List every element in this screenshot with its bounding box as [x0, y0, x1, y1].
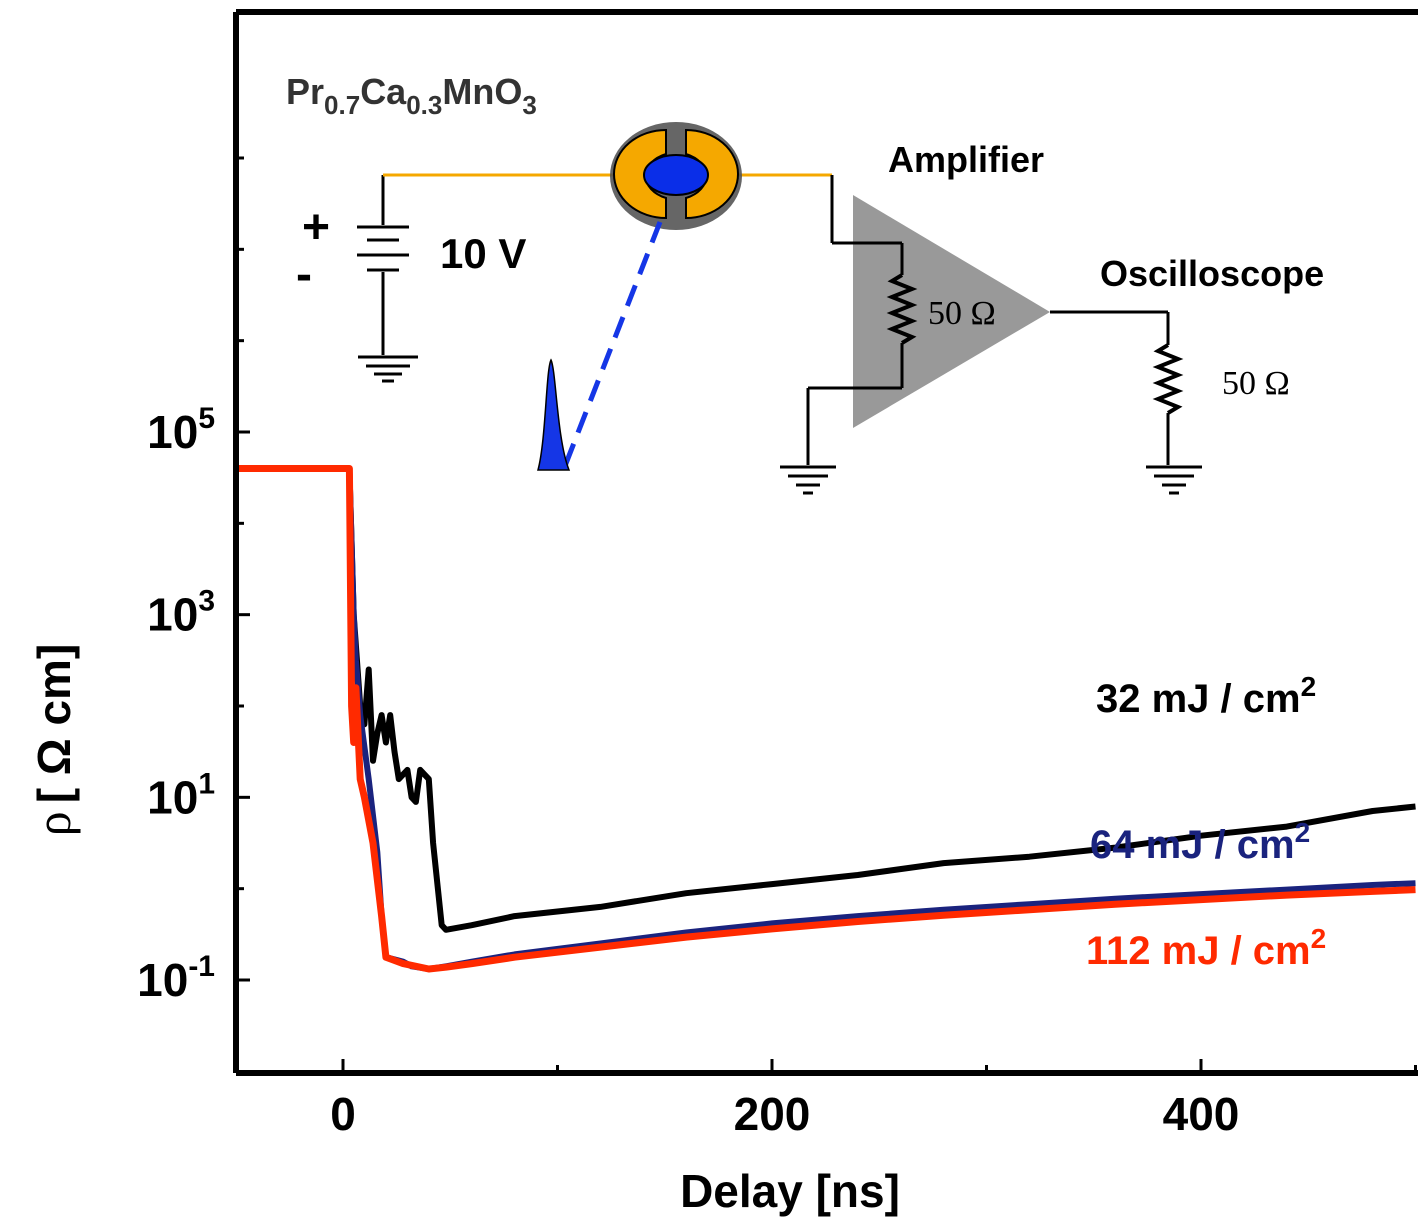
x-tick-label-400: 400 [1163, 1088, 1240, 1140]
material-label: Pr0.7Ca0.3MnO3 [286, 71, 537, 120]
sample-film [643, 154, 709, 196]
battery-plus-sign: + [302, 201, 330, 254]
x-tick-label-0: 0 [330, 1088, 356, 1140]
battery-minus-sign: - [296, 248, 312, 301]
y-axis-unit: [ Ω cm] [28, 644, 80, 804]
ground-symbol-oscilloscope [1146, 465, 1202, 495]
series-layer [236, 465, 1416, 973]
y-axis-symbol: ρ [25, 811, 81, 836]
y-axis-title: ρ [ Ω cm] [25, 644, 81, 837]
voltage-label: 10 V [440, 230, 526, 277]
oscilloscope-resistor-label: 50 Ω [1222, 365, 1290, 402]
y-tick-label-5: 105 [147, 402, 215, 458]
circuit-inset: + - 10 V Pr0.7Ca0.3MnO3 50 Ω [286, 71, 1324, 495]
ground-symbol-battery [358, 355, 418, 383]
x-axis-title: Delay [ns] [680, 1165, 900, 1217]
y-tick-label-1: 101 [147, 767, 215, 823]
series-line-0 [236, 465, 1416, 933]
amplifier-resistor-label: 50 Ω [928, 295, 996, 332]
series-line-2 [236, 465, 1416, 973]
x-tick-label-200: 200 [734, 1088, 811, 1140]
series-label-32: 32 mJ / cm2 [1096, 671, 1316, 721]
laser-beam [562, 221, 663, 467]
plot-frame [233, 9, 1418, 1076]
svg-text:ρ[ Ω cm]: ρ [ Ω cm] [25, 644, 81, 837]
series-label-64: 64 mJ / cm2 [1090, 817, 1310, 867]
series-labels: 32 mJ / cm2 64 mJ / cm2 112 mJ / cm2 [1086, 671, 1326, 973]
resistor-oscilloscope [1152, 343, 1184, 415]
laser-pulse [537, 358, 571, 471]
axis-ticks: 0 200 400 105 103 101 10-1 [137, 156, 1417, 1140]
y-tick-label-3: 103 [147, 585, 215, 641]
ground-symbol-amplifier [780, 465, 836, 495]
series-label-112: 112 mJ / cm2 [1086, 923, 1326, 973]
resistor-amplifier [886, 273, 918, 345]
amplifier-label: Amplifier [888, 139, 1044, 180]
oscilloscope-label: Oscilloscope [1100, 253, 1324, 294]
y-tick-label--1: 10-1 [137, 950, 215, 1006]
